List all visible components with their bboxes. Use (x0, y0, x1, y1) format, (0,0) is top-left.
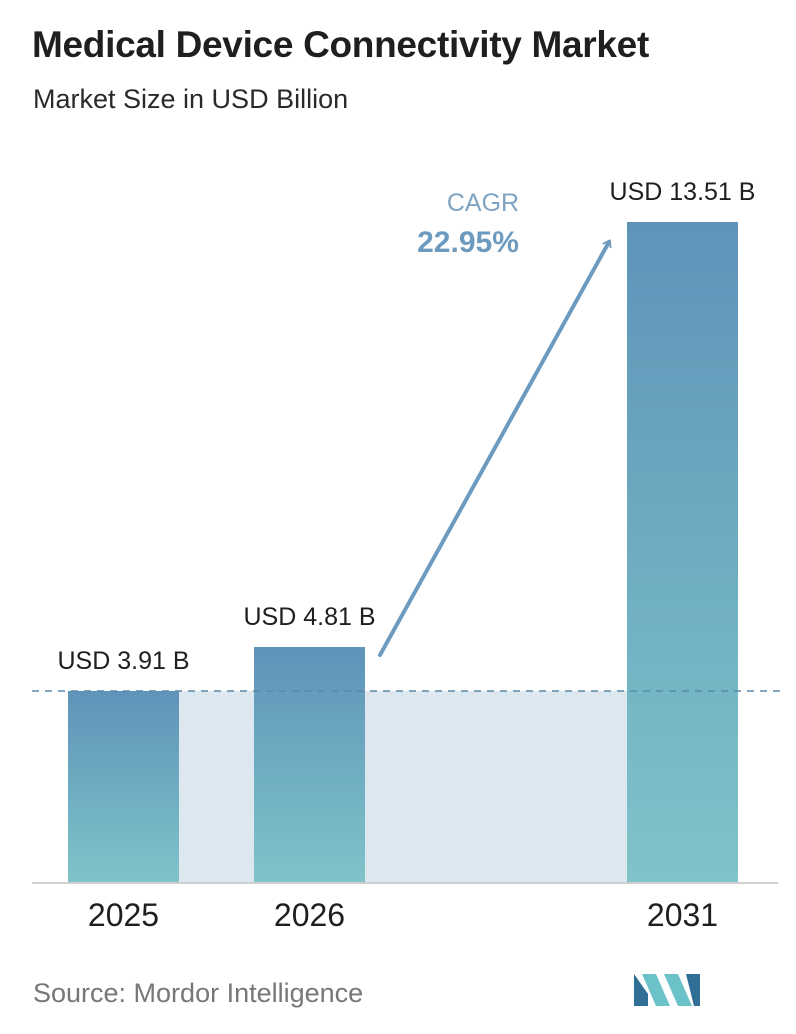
bar-2031 (627, 222, 738, 882)
x-tick-label-2025: 2025 (88, 897, 159, 933)
bar-chart: USD 3.91 B 2025 USD 4.81 B 2026 USD 13.51 B 2… (32, 178, 780, 933)
cagr-arrow (378, 239, 612, 658)
bar-2026 (254, 647, 365, 882)
value-label-2026: USD 4.81 B (243, 603, 375, 631)
cagr-label: CAGR (447, 189, 519, 217)
x-tick-label-2031: 2031 (647, 897, 718, 933)
value-label-2031: USD 13.51 B (610, 178, 756, 206)
mordor-intelligence-logo-icon (634, 974, 700, 1006)
bar-2025 (68, 690, 179, 882)
cagr-value: 22.95% (417, 226, 519, 259)
source-note: Source: Mordor Intelligence (33, 978, 364, 1008)
chart-subtitle: Market Size in USD Billion (33, 84, 349, 114)
x-tick-label-2026: 2026 (274, 897, 345, 933)
value-label-2025: USD 3.91 B (57, 647, 189, 675)
chart-title: Medical Device Connectivity Market (32, 24, 649, 65)
